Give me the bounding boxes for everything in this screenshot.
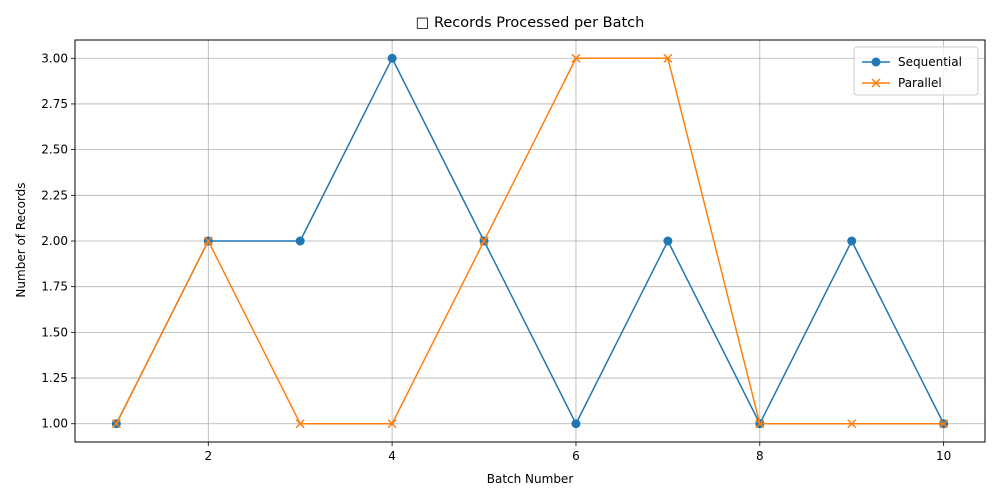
data-point	[295, 419, 305, 429]
legend-entry: Sequential	[862, 55, 962, 69]
y-tick-label: 3.00	[41, 51, 68, 65]
y-tick-label: 2.00	[41, 234, 68, 248]
legend-label: Parallel	[898, 76, 942, 90]
data-point	[387, 419, 397, 429]
data-point	[295, 236, 305, 246]
x-tick-label: 10	[936, 449, 951, 463]
data-point	[663, 53, 673, 63]
data-point	[755, 419, 765, 429]
data-point	[847, 419, 857, 429]
data-point	[939, 419, 949, 429]
y-tick-label: 1.00	[41, 417, 68, 431]
series-lines	[111, 53, 949, 429]
data-point	[479, 236, 489, 246]
y-tick-label: 1.50	[41, 325, 68, 339]
series-line	[115, 57, 944, 425]
legend-label: Sequential	[898, 55, 962, 69]
data-point	[387, 53, 397, 63]
y-axis-title: Number of Records	[14, 182, 28, 297]
x-tick-label: 2	[204, 449, 212, 463]
chart-title: □ Records Processed per Batch	[416, 15, 645, 31]
series-line	[115, 57, 945, 425]
data-point	[847, 236, 857, 246]
series-parallel	[111, 53, 949, 429]
x-tick-label: 6	[572, 449, 580, 463]
data-point	[663, 236, 673, 246]
data-point	[571, 53, 581, 63]
x-axis-title: Batch Number	[487, 472, 574, 486]
data-point	[571, 419, 581, 429]
axis-ticks: 2 4 6 8 10 1.00 1.25 1.50 1.75 2.00 2.25 2.50 2.75 3.…	[41, 51, 951, 463]
legend-marker	[871, 57, 881, 67]
y-tick-label: 2.75	[41, 97, 68, 111]
legend: Sequential Parallel	[853, 46, 979, 96]
x-tick-label: 8	[756, 449, 764, 463]
y-tick-label: 1.75	[41, 280, 68, 294]
data-point	[111, 419, 121, 429]
x-tick-label: 4	[388, 449, 396, 463]
grid-lines	[75, 40, 985, 442]
legend-marker	[871, 78, 881, 88]
y-tick-label: 2.25	[41, 188, 68, 202]
y-tick-label: 2.50	[41, 143, 68, 157]
data-point	[203, 236, 213, 246]
legend-entry: Parallel	[862, 76, 942, 90]
y-tick-label: 1.25	[41, 371, 68, 385]
